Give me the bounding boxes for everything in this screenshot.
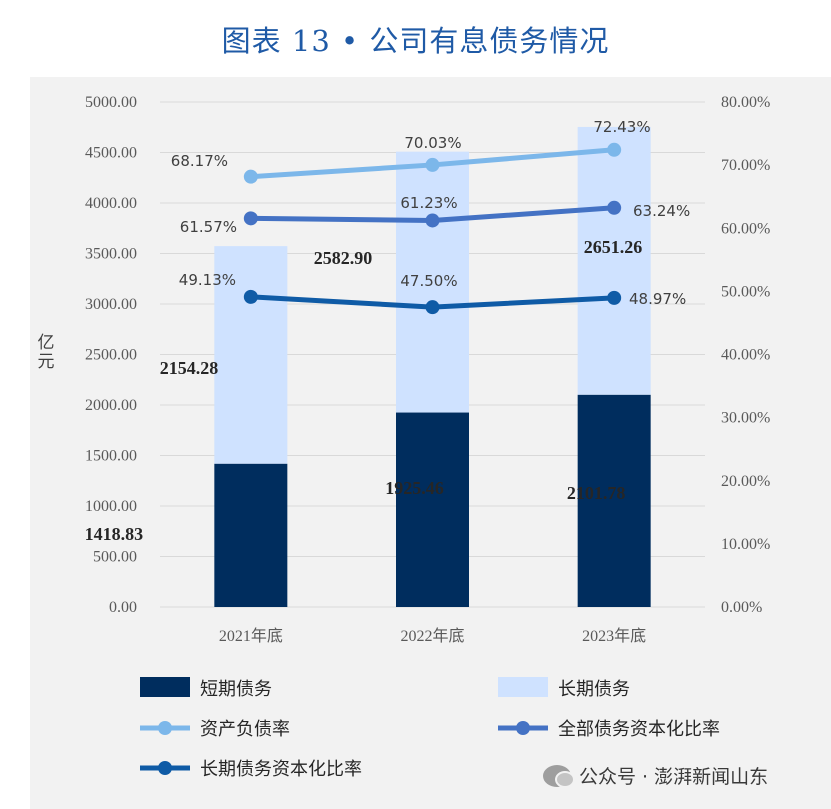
y2-tick-label: 20.00%: [721, 473, 770, 490]
line-data-label: 61.57%: [180, 218, 237, 236]
bar-data-label: 2101.78: [567, 483, 626, 503]
legend-label: 全部债务资本化比率: [558, 719, 720, 740]
watermark: 公众号 · 澎湃新闻山东: [543, 762, 768, 789]
y2-tick-label: 0.00%: [721, 599, 762, 616]
x-tick-label: 2023年底: [582, 627, 646, 645]
legend-label: 长期债务资本化比率: [200, 759, 362, 780]
bar: [214, 463, 288, 607]
bar: [577, 394, 651, 607]
y-tick-label: 1000.00: [85, 498, 137, 515]
y-tick-label: 3500.00: [85, 246, 137, 263]
line-data-label: 49.13%: [179, 271, 236, 289]
y-tick-label: 2000.00: [85, 397, 137, 414]
legend-label: 长期债务: [558, 679, 630, 700]
legend-marker: [158, 761, 172, 775]
series-point: [607, 200, 622, 215]
y-tick-label: 500.00: [93, 549, 137, 566]
watermark-text: 公众号 · 澎湃新闻山东: [579, 766, 769, 788]
x-tick-label: 2022年底: [400, 627, 464, 645]
bar-data-label: 1418.83: [85, 524, 144, 544]
series-point: [243, 211, 258, 226]
y2-tick-label: 70.00%: [721, 157, 770, 174]
y-tick-label: 4000.00: [85, 195, 137, 212]
legend-label: 资产负债率: [200, 719, 290, 740]
y-tick-label: 5000.00: [85, 94, 137, 111]
y2-tick-label: 30.00%: [721, 410, 770, 427]
y2-tick-label: 40.00%: [721, 347, 770, 364]
wechat-icon: [543, 764, 575, 788]
legend-marker: [158, 721, 172, 735]
legend-label: 短期债务: [200, 679, 272, 700]
bar-data-label: 2582.90: [314, 248, 373, 268]
series-point: [425, 213, 440, 228]
line-data-label: 63.24%: [633, 202, 690, 220]
y2-tick-label: 80.00%: [721, 94, 770, 111]
legend-marker: [516, 721, 530, 735]
bar: [577, 126, 651, 395]
y-tick-label: 4500.00: [85, 145, 137, 162]
y-axis-label: 亿: [38, 333, 55, 353]
line-data-label: 68.17%: [171, 152, 228, 170]
series-point: [607, 290, 622, 305]
y-tick-label: 3000.00: [85, 296, 137, 313]
y2-tick-label: 10.00%: [721, 536, 770, 553]
line-data-label: 48.97%: [629, 290, 686, 308]
y-tick-label: 1500.00: [85, 448, 137, 465]
bar-data-label: 2651.26: [584, 237, 643, 257]
line-data-label: 47.50%: [400, 272, 457, 290]
bar: [396, 412, 469, 607]
line-data-label: 61.23%: [400, 194, 457, 212]
bar-data-label: 1925.46: [385, 478, 444, 498]
legend-swatch: [140, 677, 190, 697]
bar: [214, 246, 288, 464]
x-tick-label: 2021年底: [219, 627, 283, 645]
series-point: [243, 169, 258, 184]
bar: [396, 151, 469, 413]
line-data-label: 70.03%: [404, 134, 461, 152]
page-title: 图表 13 • 公司有息债务情况: [221, 24, 610, 58]
y2-tick-label: 50.00%: [721, 283, 770, 300]
y-tick-label: 0.00: [109, 599, 137, 616]
series-point: [425, 300, 440, 315]
series-point: [243, 289, 258, 304]
series-point: [607, 142, 622, 157]
series-point: [425, 157, 440, 172]
y-axis-label: 元: [38, 352, 55, 372]
y2-tick-label: 60.00%: [721, 220, 770, 237]
y-tick-label: 2500.00: [85, 347, 137, 364]
line-data-label: 72.43%: [593, 118, 650, 136]
legend-swatch: [498, 677, 548, 697]
bar-data-label: 2154.28: [160, 358, 219, 378]
